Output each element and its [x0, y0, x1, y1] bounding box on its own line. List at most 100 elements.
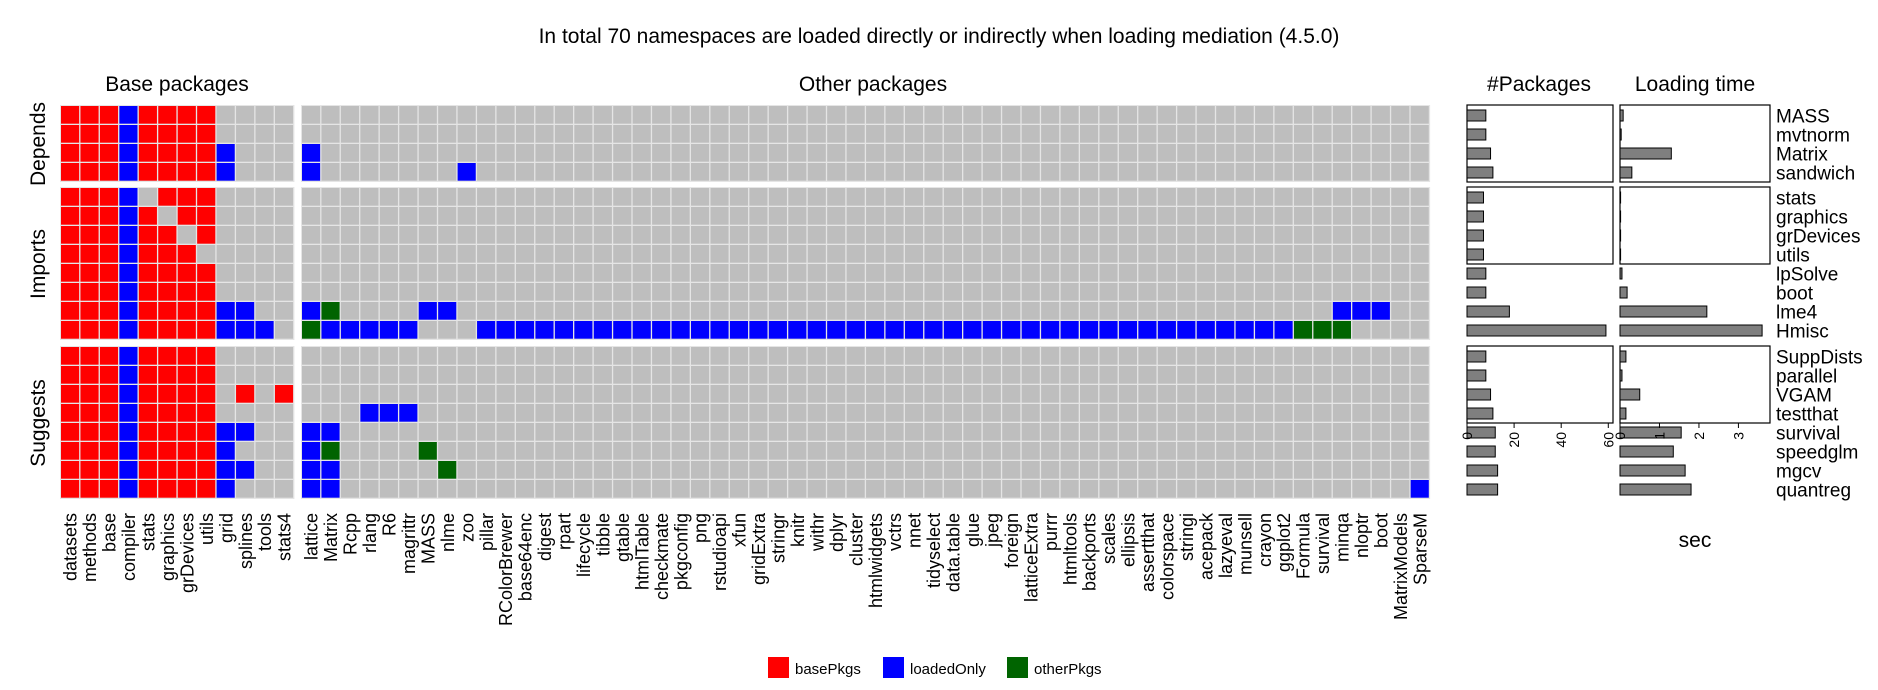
cell-boot-vctrs	[885, 283, 904, 301]
cell-mass-matrix	[321, 106, 340, 124]
cell-lme4-cluster	[846, 302, 865, 320]
cell-sandwich-rlang	[360, 163, 379, 181]
cell-mass-ggplot2	[1274, 106, 1293, 124]
cell-hmisc-latticeextra	[1021, 321, 1040, 339]
cell-vgam-tidyselect	[924, 385, 943, 403]
cell-lme4-mass	[418, 302, 437, 320]
cell-vgam-rcpp	[340, 385, 360, 403]
cell-survival-htmltools	[1060, 423, 1079, 441]
time-bar-survival	[1619, 426, 1682, 439]
cell-stats-cluster	[846, 188, 865, 206]
row-label-utils: utils	[1776, 246, 1810, 267]
cell-quantreg-rstudioapi	[710, 480, 729, 498]
cell-grdevices-dplyr	[827, 226, 846, 244]
cell-survival-grdevices	[177, 423, 196, 441]
cell-speedglm-munsell	[1235, 442, 1254, 460]
cell-mass-scales	[1099, 106, 1118, 124]
cell-testthat-gridextra	[749, 404, 768, 422]
count-bar-hmisc	[1466, 324, 1607, 337]
cell-suppdists-munsell	[1235, 347, 1254, 365]
cell-sandwich-crayon	[1255, 163, 1274, 181]
cell-mvtnorm-formula	[1293, 125, 1313, 143]
cell-sandwich-ellipsis	[1118, 163, 1138, 181]
cell-lpsolve-nlme	[438, 264, 457, 282]
cell-survival-data-table	[943, 423, 962, 441]
cell-lpsolve-datasets	[61, 264, 80, 282]
time-bar-hmisc	[1619, 324, 1763, 337]
cell-hmisc-digest	[535, 321, 554, 339]
cell-parallel-grid	[216, 366, 235, 384]
cell-vgam-utils	[197, 385, 216, 403]
cell-matrix-datasets	[61, 144, 80, 162]
cell-survival-pkgconfig	[671, 423, 690, 441]
cell-stats-tibble	[593, 188, 612, 206]
cell-lme4-magrittr	[399, 302, 418, 320]
cell-speedglm-sparsem	[1410, 442, 1429, 460]
cell-mvtnorm-splines	[236, 125, 255, 143]
cell-survival-mass	[418, 423, 437, 441]
cell-quantreg-nloptr	[1352, 480, 1371, 498]
cell-mvtnorm-r6	[379, 125, 398, 143]
cell-testthat-rlang	[360, 404, 379, 422]
cell-survival-minqa	[1332, 423, 1351, 441]
cell-parallel-htmlwidgets	[866, 366, 885, 384]
cell-suppdists-foreign	[1002, 347, 1021, 365]
cell-grdevices-graphics	[158, 226, 177, 244]
cell-suppdists-magrittr	[399, 347, 418, 365]
cell-testthat-rcpp	[340, 404, 360, 422]
cell-boot-rlang	[360, 283, 379, 301]
cell-speedglm-stats4	[274, 442, 294, 460]
cell-speedglm-dplyr	[827, 442, 846, 460]
cell-vgam-survival	[1313, 385, 1332, 403]
cell-hmisc-glue	[963, 321, 982, 339]
cell-lpsolve-latticeextra	[1021, 264, 1040, 282]
cell-mass-magrittr	[399, 106, 418, 124]
cell-mvtnorm-pkgconfig	[671, 125, 690, 143]
cell-sandwich-tidyselect	[924, 163, 943, 181]
cell-lpsolve-scales	[1099, 264, 1118, 282]
cell-lpsolve-backports	[1080, 264, 1099, 282]
cell-boot-pillar	[477, 283, 496, 301]
cell-lpsolve-gtable	[613, 264, 632, 282]
cell-utils-splines	[236, 245, 255, 263]
time-panel-box	[1619, 186, 1771, 265]
cell-quantreg-xfun	[729, 480, 749, 498]
cell-matrix-gtable	[613, 144, 632, 162]
cell-matrix-rstudioapi	[710, 144, 729, 162]
cell-mvtnorm-htmlwidgets	[866, 125, 885, 143]
cell-mass-gtable	[613, 106, 632, 124]
cell-quantreg-tools	[255, 480, 274, 498]
cell-stats-stats4	[274, 188, 294, 206]
cell-mvtnorm-glue	[963, 125, 982, 143]
cell-vgam-colorspace	[1157, 385, 1176, 403]
cell-quantreg-stringi	[1177, 480, 1196, 498]
tick-label-splines: splines	[236, 513, 256, 569]
count-tick-label: 40	[1553, 432, 1569, 448]
tick-label-nnet: nnet	[905, 513, 925, 548]
cell-utils-nloptr	[1352, 245, 1371, 263]
cell-vgam-matrixmodels	[1391, 385, 1410, 403]
cell-mvtnorm-magrittr	[399, 125, 418, 143]
cell-parallel-formula	[1293, 366, 1313, 384]
cell-grdevices-lifecycle	[574, 226, 593, 244]
cell-lme4-stats4	[274, 302, 294, 320]
time-bar-sandwich	[1619, 166, 1633, 179]
cell-mvtnorm-htmltools	[1060, 125, 1079, 143]
cell-lme4-tibble	[593, 302, 612, 320]
cell-sandwich-graphics	[158, 163, 177, 181]
cell-parallel-tools	[255, 366, 274, 384]
cell-boot-rpart	[554, 283, 573, 301]
cell-mvtnorm-matrixmodels	[1391, 125, 1410, 143]
cell-parallel-stats	[138, 366, 157, 384]
cell-lpsolve-grid	[216, 264, 235, 282]
cell-graphics-ggplot2	[1274, 207, 1293, 225]
cell-matrix-jpeg	[982, 144, 1001, 162]
cell-mgcv-dplyr	[827, 461, 846, 479]
tick-label-minqa: minqa	[1333, 512, 1353, 562]
cell-mgcv-gridextra	[749, 461, 768, 479]
cell-matrix-utils	[197, 144, 216, 162]
cell-boot-minqa	[1332, 283, 1351, 301]
cell-quantreg-stats4	[274, 480, 294, 498]
cell-mgcv-graphics	[158, 461, 177, 479]
cell-lme4-crayon	[1255, 302, 1274, 320]
